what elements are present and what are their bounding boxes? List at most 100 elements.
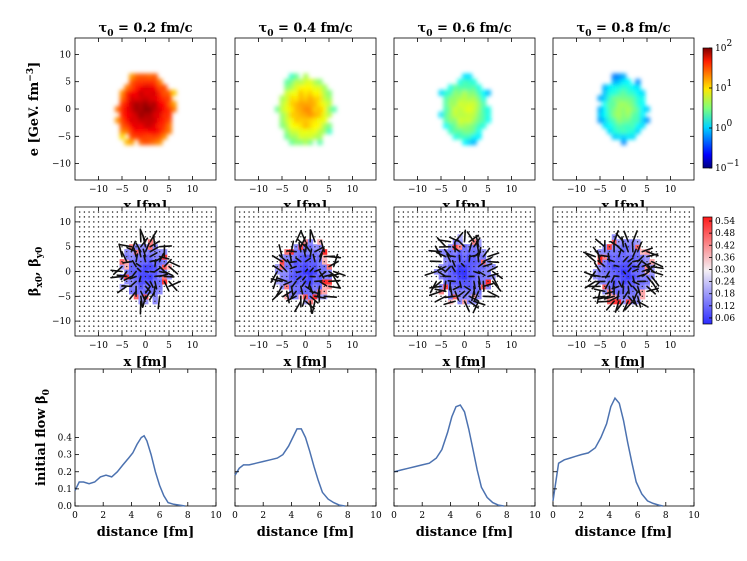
grid-dot <box>107 280 109 283</box>
grid-dot <box>304 265 307 268</box>
grid-dot <box>365 236 368 238</box>
x-tick-label: −5 <box>593 341 607 351</box>
grid-dot <box>271 236 274 238</box>
grid-dot <box>622 320 625 322</box>
heatmap-cell <box>611 89 618 96</box>
grid-dot <box>248 211 250 213</box>
grid-dot <box>238 260 241 263</box>
grid-dot <box>370 270 373 273</box>
grid-dot <box>510 255 513 258</box>
grid-dot <box>238 255 241 258</box>
grid-dot <box>309 221 311 223</box>
heatmap-cell <box>317 84 323 91</box>
grid-dot <box>177 240 180 243</box>
grid-dot <box>435 255 438 258</box>
grid-dot <box>290 216 293 218</box>
grid-dot <box>281 325 283 327</box>
grid-dot <box>290 226 293 228</box>
heatmap-cell <box>321 84 328 91</box>
heatmap-cell <box>157 139 163 146</box>
flow-arrow <box>596 300 611 303</box>
x-axis-label: x [fm] <box>602 355 646 370</box>
grid-dot <box>571 310 573 312</box>
heatmap-cell <box>161 89 168 96</box>
grid-dot <box>97 221 100 223</box>
grid-dot <box>370 280 373 283</box>
x-tick-label: −10 <box>567 185 586 195</box>
grid-dot <box>328 320 330 322</box>
grid-dot <box>589 265 592 268</box>
grid-dot <box>421 275 423 278</box>
label-part: 0 <box>585 29 591 39</box>
grid-dot <box>655 221 658 223</box>
grid-dot <box>172 250 175 253</box>
y-tick-label: −10 <box>52 160 71 170</box>
grid-dot <box>163 300 166 303</box>
heatmap-cell <box>293 100 300 107</box>
grid-dot <box>135 231 137 233</box>
grid-dot <box>78 315 81 317</box>
grid-dot <box>370 250 373 253</box>
heatmap-cell <box>466 117 473 124</box>
grid-dot <box>83 290 86 293</box>
grid-dot <box>248 236 250 238</box>
flow-arrow <box>318 252 323 263</box>
grid-dot <box>491 236 494 238</box>
grid-dot <box>608 315 611 317</box>
grid-dot <box>342 226 344 228</box>
flow-arrow <box>598 295 611 300</box>
grid-dot <box>107 285 109 288</box>
flow-arrow <box>309 285 314 295</box>
grid-dot <box>88 211 90 213</box>
grid-dot <box>402 226 405 228</box>
grid-dot <box>243 285 246 288</box>
grid-dot <box>314 310 316 312</box>
grid-dot <box>191 290 194 293</box>
grid-dot <box>253 245 255 248</box>
flow-arrow <box>290 240 295 253</box>
flow-velocity-panel: −10 −5 0 5 10x [fm] <box>393 206 536 370</box>
heatmap-cell <box>157 117 163 124</box>
grid-dot <box>618 211 620 213</box>
heatmap-cell <box>157 122 163 129</box>
heatmap-cell <box>298 117 304 124</box>
grid-dot <box>172 310 175 312</box>
grid-dot <box>618 315 620 317</box>
grid-dot <box>402 295 405 298</box>
grid-dot <box>580 211 582 213</box>
grid-dot <box>435 305 438 307</box>
grid-dot <box>655 270 658 273</box>
grid-dot <box>421 265 423 268</box>
grid-dot <box>187 216 189 218</box>
grid-dot <box>97 265 100 268</box>
x-tick-label: −5 <box>275 341 289 351</box>
grid-dot <box>365 221 368 223</box>
grid-dot <box>140 280 142 283</box>
grid-dot <box>674 330 676 332</box>
flow-arrow <box>614 300 620 313</box>
grid-dot <box>688 221 691 223</box>
heatmap-cell <box>307 139 314 146</box>
heatmap-cell <box>457 117 463 124</box>
grid-dot <box>594 295 597 298</box>
grid-dot <box>561 245 564 248</box>
grid-dot <box>187 255 189 258</box>
grid-dot <box>412 245 414 248</box>
grid-dot <box>665 260 667 263</box>
x-tick-label: −10 <box>408 341 427 351</box>
x-tick-label: −10 <box>249 341 268 351</box>
grid-dot <box>356 285 358 288</box>
grid-dot <box>130 300 133 303</box>
grid-dot <box>407 285 409 288</box>
grid-dot <box>140 216 142 218</box>
flow-arrow <box>452 246 461 253</box>
grid-dot <box>271 295 274 298</box>
heatmap-cell <box>602 106 608 113</box>
heatmap-cell <box>289 111 295 118</box>
grid-dot <box>271 310 274 312</box>
grid-dot <box>314 236 316 238</box>
grid-dot <box>205 320 208 322</box>
grid-dot <box>149 231 151 233</box>
grid-dot <box>679 245 681 248</box>
grid-dot <box>421 240 423 243</box>
